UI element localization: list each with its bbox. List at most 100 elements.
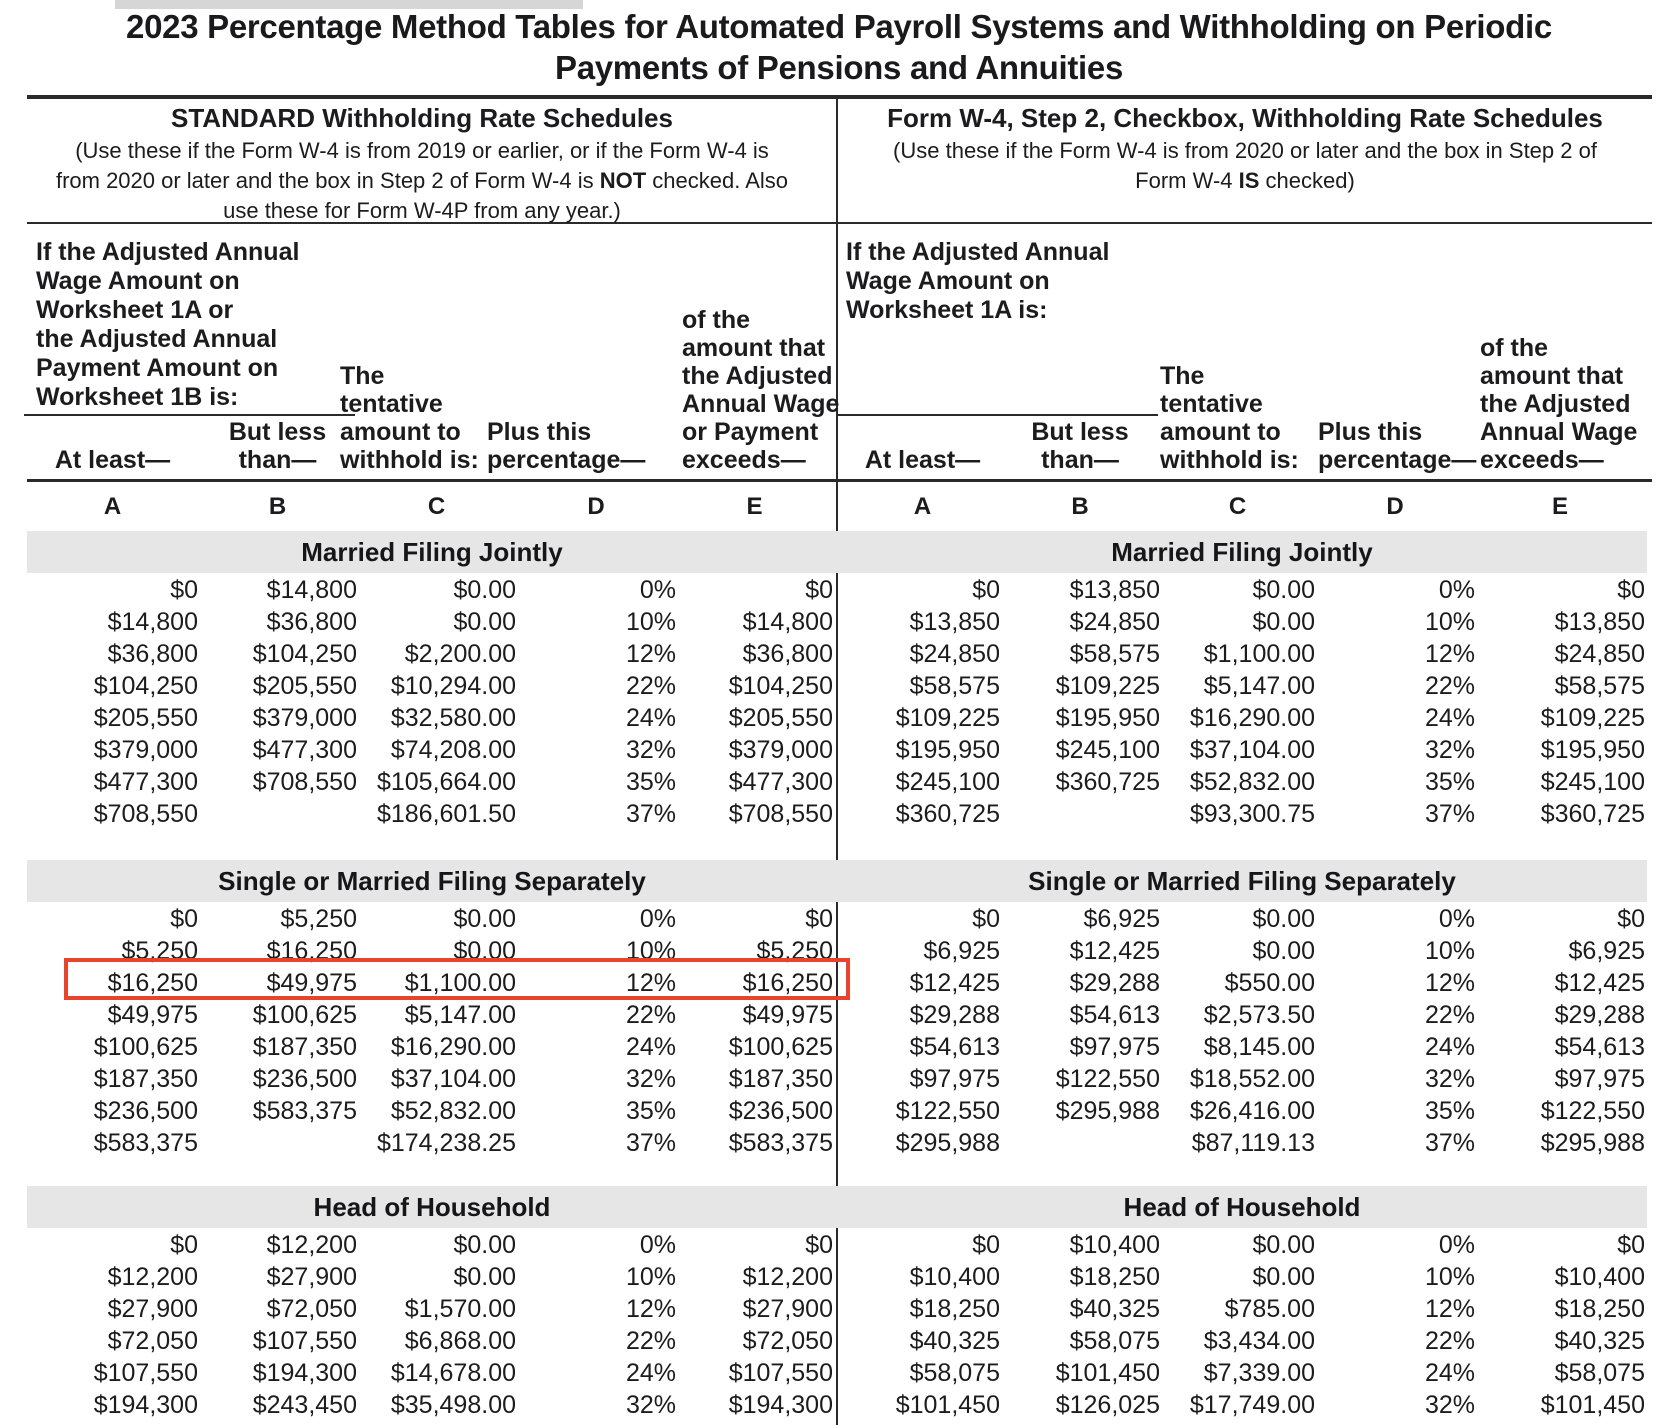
table-cell: $10,400: [909, 1263, 1000, 1291]
table-cell: 0%: [639, 1231, 676, 1259]
table-cell: 0%: [639, 905, 676, 933]
table-cell: $5,250: [280, 905, 357, 933]
right-table-row: $295,988 $87,119.13 37% $295,988: [845, 1127, 1645, 1159]
table-cell: 0%: [1438, 1231, 1475, 1259]
section-band: Head of Household Head of Household: [27, 1186, 1647, 1228]
left-note-bold: NOT: [599, 168, 647, 193]
right-intro-underline: [838, 414, 1158, 416]
table-cell: $27,900: [107, 1295, 198, 1323]
page-title: 2023 Percentage Method Tables for Automa…: [126, 8, 1552, 86]
right-colhead-percentage: Plus this percentage—: [1318, 418, 1477, 474]
table-cell: $58,575: [909, 672, 1000, 700]
table-cell: $109,225: [895, 704, 1000, 732]
right-table-row: $6,925 $12,425 $0.00 10% $6,925: [845, 935, 1645, 967]
table-cell: 32%: [625, 736, 676, 764]
right-colhead-tentative: The tentative amount to withhold is:: [1160, 362, 1299, 474]
left-table-row: $12,200 $27,900 $0.00 10% $12,200: [27, 1261, 833, 1293]
table-cell: 35%: [1424, 1097, 1475, 1125]
table-cell: $3,434.00: [1203, 1327, 1315, 1355]
table-cell: $29,288: [1554, 1001, 1645, 1029]
left-table-row: $0 $12,200 $0.00 0% $0: [27, 1229, 833, 1261]
table-cell: $54,613: [1069, 1001, 1160, 1029]
table-cell: $295,988: [895, 1129, 1000, 1157]
table-cell: 37%: [625, 1129, 676, 1157]
table-cell: $708,550: [252, 768, 357, 796]
table-cell: $24,850: [909, 640, 1000, 668]
right-section-title: Married Filing Jointly: [1111, 537, 1373, 567]
table-cell: $107,550: [252, 1327, 357, 1355]
table-cell: $13,850: [909, 608, 1000, 636]
table-cell: $708,550: [728, 800, 833, 828]
table-cell: $16,250: [107, 969, 198, 997]
table-cell: $101,450: [1540, 1391, 1645, 1419]
right-table-row: $360,725 $93,300.75 37% $360,725: [845, 798, 1645, 830]
table-cell: 10%: [1424, 608, 1475, 636]
table-cell: 10%: [625, 608, 676, 636]
table-cell: $37,104.00: [1189, 736, 1315, 764]
table-cell: $10,400: [1069, 1231, 1160, 1259]
table-cell: $122,550: [1540, 1097, 1645, 1125]
right-table-row: $13,850 $24,850 $0.00 10% $13,850: [845, 606, 1645, 638]
table-cell: $100,625: [252, 1001, 357, 1029]
table-cell: $243,450: [252, 1391, 357, 1419]
table-cell: $186,601.50: [376, 800, 516, 828]
table-cell: $194,300: [728, 1391, 833, 1419]
table-cell: 24%: [625, 1359, 676, 1387]
table-cell: $0: [805, 576, 833, 604]
table-cell: $360,725: [895, 800, 1000, 828]
table-cell: $58,575: [1069, 640, 1160, 668]
table-cell: $0: [805, 905, 833, 933]
table-cell: $379,000: [252, 704, 357, 732]
right-col-letter-a: A: [913, 493, 932, 520]
table-cell: $0.00: [453, 905, 516, 933]
right-table-row: $29,288 $54,613 $2,573.50 22% $29,288: [845, 999, 1645, 1031]
left-table-row: $14,800 $36,800 $0.00 10% $14,800: [27, 606, 833, 638]
table-cell: $0.00: [1252, 1263, 1315, 1291]
table-cell: 24%: [1424, 1359, 1475, 1387]
left-colhead-but-less: But less than—: [228, 418, 327, 474]
left-colhead-percentage: Plus this percentage—: [487, 418, 646, 474]
table-cell: 37%: [1424, 1129, 1475, 1157]
table-cell: $0: [1617, 905, 1645, 933]
left-intro-text: If the Adjusted Annual Wage Amount on Wo…: [36, 238, 300, 411]
table-cell: $174,238.25: [376, 1129, 516, 1157]
table-cell: 0%: [639, 576, 676, 604]
right-schedule-note: (Use these if the Form W-4 is from 2020 …: [850, 136, 1640, 196]
table-cell: $100,625: [728, 1033, 833, 1061]
table-cell: $49,975: [266, 969, 357, 997]
table-cell: 32%: [1424, 1391, 1475, 1419]
left-col-letter-c: C: [427, 493, 446, 520]
left-col-letter-d: D: [587, 493, 605, 520]
table-cell: $40,325: [909, 1327, 1000, 1355]
table-cell: $24,850: [1554, 640, 1645, 668]
table-cell: $100,625: [93, 1033, 198, 1061]
table-cell: 12%: [625, 969, 676, 997]
table-cell: $187,350: [93, 1065, 198, 1093]
table-cell: 24%: [1424, 704, 1475, 732]
table-cell: $0.00: [1252, 1231, 1315, 1259]
left-table-row: $379,000 $477,300 $74,208.00 32% $379,000: [27, 734, 833, 766]
table-cell: $17,749.00: [1189, 1391, 1315, 1419]
table-cell: 35%: [1424, 768, 1475, 796]
table-cell: $477,300: [93, 768, 198, 796]
table-cell: $26,416.00: [1189, 1097, 1315, 1125]
table-cell: $187,350: [728, 1065, 833, 1093]
right-table-row: $245,100 $360,725 $52,832.00 35% $245,100: [845, 766, 1645, 798]
left-colhead-at-least: At least—: [54, 446, 171, 474]
table-cell: $245,100: [1540, 768, 1645, 796]
right-table-row: $24,850 $58,575 $1,100.00 12% $24,850: [845, 638, 1645, 670]
table-cell: $194,300: [252, 1359, 357, 1387]
table-cell: $27,900: [742, 1295, 833, 1323]
table-cell: $14,800: [107, 608, 198, 636]
table-cell: $10,294.00: [390, 672, 516, 700]
left-col-letter-e: E: [746, 493, 763, 520]
table-cell: $40,325: [1554, 1327, 1645, 1355]
right-table-row: $122,550 $295,988 $26,416.00 35% $122,550: [845, 1095, 1645, 1127]
right-col-letter-d: D: [1386, 493, 1404, 520]
table-cell: 35%: [625, 768, 676, 796]
left-colhead-tentative: The tentative amount to withhold is:: [340, 362, 479, 474]
left-intro-underline: [24, 414, 355, 416]
table-cell: $205,550: [728, 704, 833, 732]
table-cell: $29,288: [1069, 969, 1160, 997]
table-cell: $6,925: [923, 937, 1000, 965]
